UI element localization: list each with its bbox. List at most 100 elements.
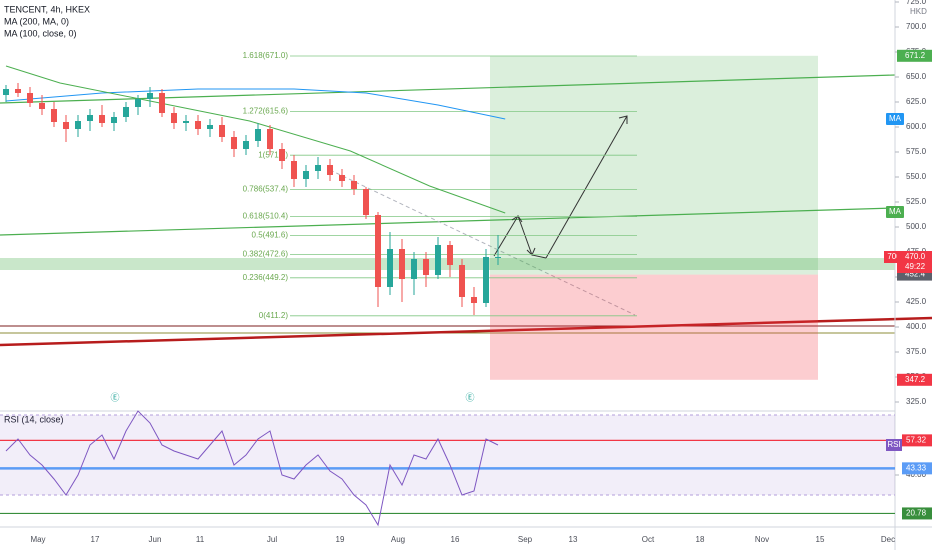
candle-body <box>207 125 213 129</box>
symbol-title: TENCENT, 4h, HKEX <box>4 4 90 14</box>
x-tick-label: 17 <box>91 535 100 544</box>
x-tick-label: Sep <box>518 535 533 544</box>
earnings-icon[interactable]: Ⓔ <box>110 392 119 402</box>
x-tick-label: 19 <box>336 535 345 544</box>
ma-tag-label: MA <box>889 114 902 123</box>
candle-body <box>159 93 165 113</box>
countdown: 49:22 <box>905 262 926 271</box>
candle-body <box>315 165 321 171</box>
candle-body <box>279 149 285 161</box>
x-tick-label: Aug <box>391 535 405 544</box>
y-tick-label: 425.0 <box>906 297 927 306</box>
moving-average <box>5 65 506 214</box>
rsi-level-label: 57.32 <box>906 435 927 444</box>
rsi-level-box <box>902 507 932 520</box>
candle-body <box>483 257 489 303</box>
x-tick-label: 18 <box>696 535 705 544</box>
rsi-band <box>0 415 895 495</box>
x-tick-label: 16 <box>451 535 460 544</box>
candle-body <box>243 141 249 149</box>
arrow-head <box>526 247 536 256</box>
fib-label: 0.236(449.2) <box>243 273 289 282</box>
y-tick-label: 625.0 <box>906 97 927 106</box>
earnings-icon[interactable]: Ⓔ <box>465 392 474 402</box>
fib-label: 1.618(671.0) <box>243 51 289 60</box>
candle-body <box>87 115 93 121</box>
candle-body <box>291 161 297 179</box>
x-tick-label: Dec <box>881 535 895 544</box>
overlays <box>0 55 932 380</box>
candle-body <box>399 249 405 279</box>
x-tick-label: 11 <box>196 535 205 544</box>
candle-body <box>267 129 273 149</box>
candle-body <box>447 245 453 265</box>
candle-body <box>15 89 21 93</box>
candle-body <box>435 245 441 275</box>
rsi-tag-label: RSI <box>887 440 900 449</box>
fib-label: 1(571.8) <box>258 150 288 159</box>
fib-label: 0.786(537.4) <box>243 185 289 194</box>
indicator-label: MA (100, close, 0) <box>4 28 77 38</box>
candle-body <box>339 175 345 181</box>
rsi-tick-label: 40.00 <box>906 470 927 479</box>
x-tick-label: Jul <box>267 535 277 544</box>
y-tick-label: 500.0 <box>906 222 927 231</box>
ma-tag <box>886 206 904 218</box>
trendline <box>0 316 932 347</box>
y-tick-label: 700.0 <box>906 22 927 31</box>
y-tick-label: 725.0 <box>906 0 927 6</box>
y-tick-label: 400.0 <box>906 322 927 331</box>
loss-zone <box>490 274 818 380</box>
moving-average <box>5 88 506 120</box>
rsi-level-label: 43.33 <box>906 463 927 472</box>
price-tag-label: 470.0 <box>905 252 926 261</box>
y-tick-label: 525.0 <box>906 197 927 206</box>
rsi-level-box <box>902 462 932 475</box>
candle-body <box>27 93 33 103</box>
candle-body <box>135 99 141 107</box>
price-label: 347.2 <box>905 375 926 384</box>
candle-body <box>351 181 357 189</box>
candle-body <box>171 113 177 123</box>
rsi-title: RSI (14, close) <box>4 414 64 424</box>
y-tick-label: 375.0 <box>906 347 927 356</box>
fib-label: 1.272(615.6) <box>243 107 289 116</box>
candle-body <box>387 249 393 287</box>
trendline <box>0 207 896 236</box>
candle-body <box>363 189 369 215</box>
y-tick-label: 650.0 <box>906 72 927 81</box>
candle-body <box>375 215 381 287</box>
x-tick-label: 13 <box>569 535 578 544</box>
candle-body <box>183 121 189 123</box>
candle-body <box>123 107 129 117</box>
candle-body <box>327 165 333 175</box>
x-tick-label: Jun <box>149 535 162 544</box>
candle-body <box>3 89 9 95</box>
candle-body <box>147 93 153 99</box>
y-tick-label: 550.0 <box>906 172 927 181</box>
candle-body <box>231 137 237 149</box>
price-label-box <box>897 373 932 386</box>
arrow-head <box>511 215 523 223</box>
candle-body <box>39 103 45 109</box>
fib-label: 0.382(472.6) <box>243 250 289 259</box>
candle-body <box>63 122 69 129</box>
dashed-line <box>329 169 636 316</box>
x-tick-label: 15 <box>816 535 825 544</box>
candle-body <box>195 121 201 129</box>
candle-body <box>219 125 225 137</box>
rsi-line <box>5 410 499 527</box>
arrow <box>545 115 628 259</box>
rsi-tag <box>886 439 902 451</box>
price-tag-box <box>897 251 932 273</box>
ma-tag <box>886 113 904 125</box>
candle-body <box>99 115 105 123</box>
candle-body <box>423 259 429 275</box>
fib-label: 0.618(510.4) <box>243 212 289 221</box>
fib-label: 0.5(491.6) <box>252 231 289 240</box>
profit-zone <box>490 55 818 275</box>
y-tick-label: 575.0 <box>906 147 927 156</box>
candle-body <box>111 117 117 123</box>
